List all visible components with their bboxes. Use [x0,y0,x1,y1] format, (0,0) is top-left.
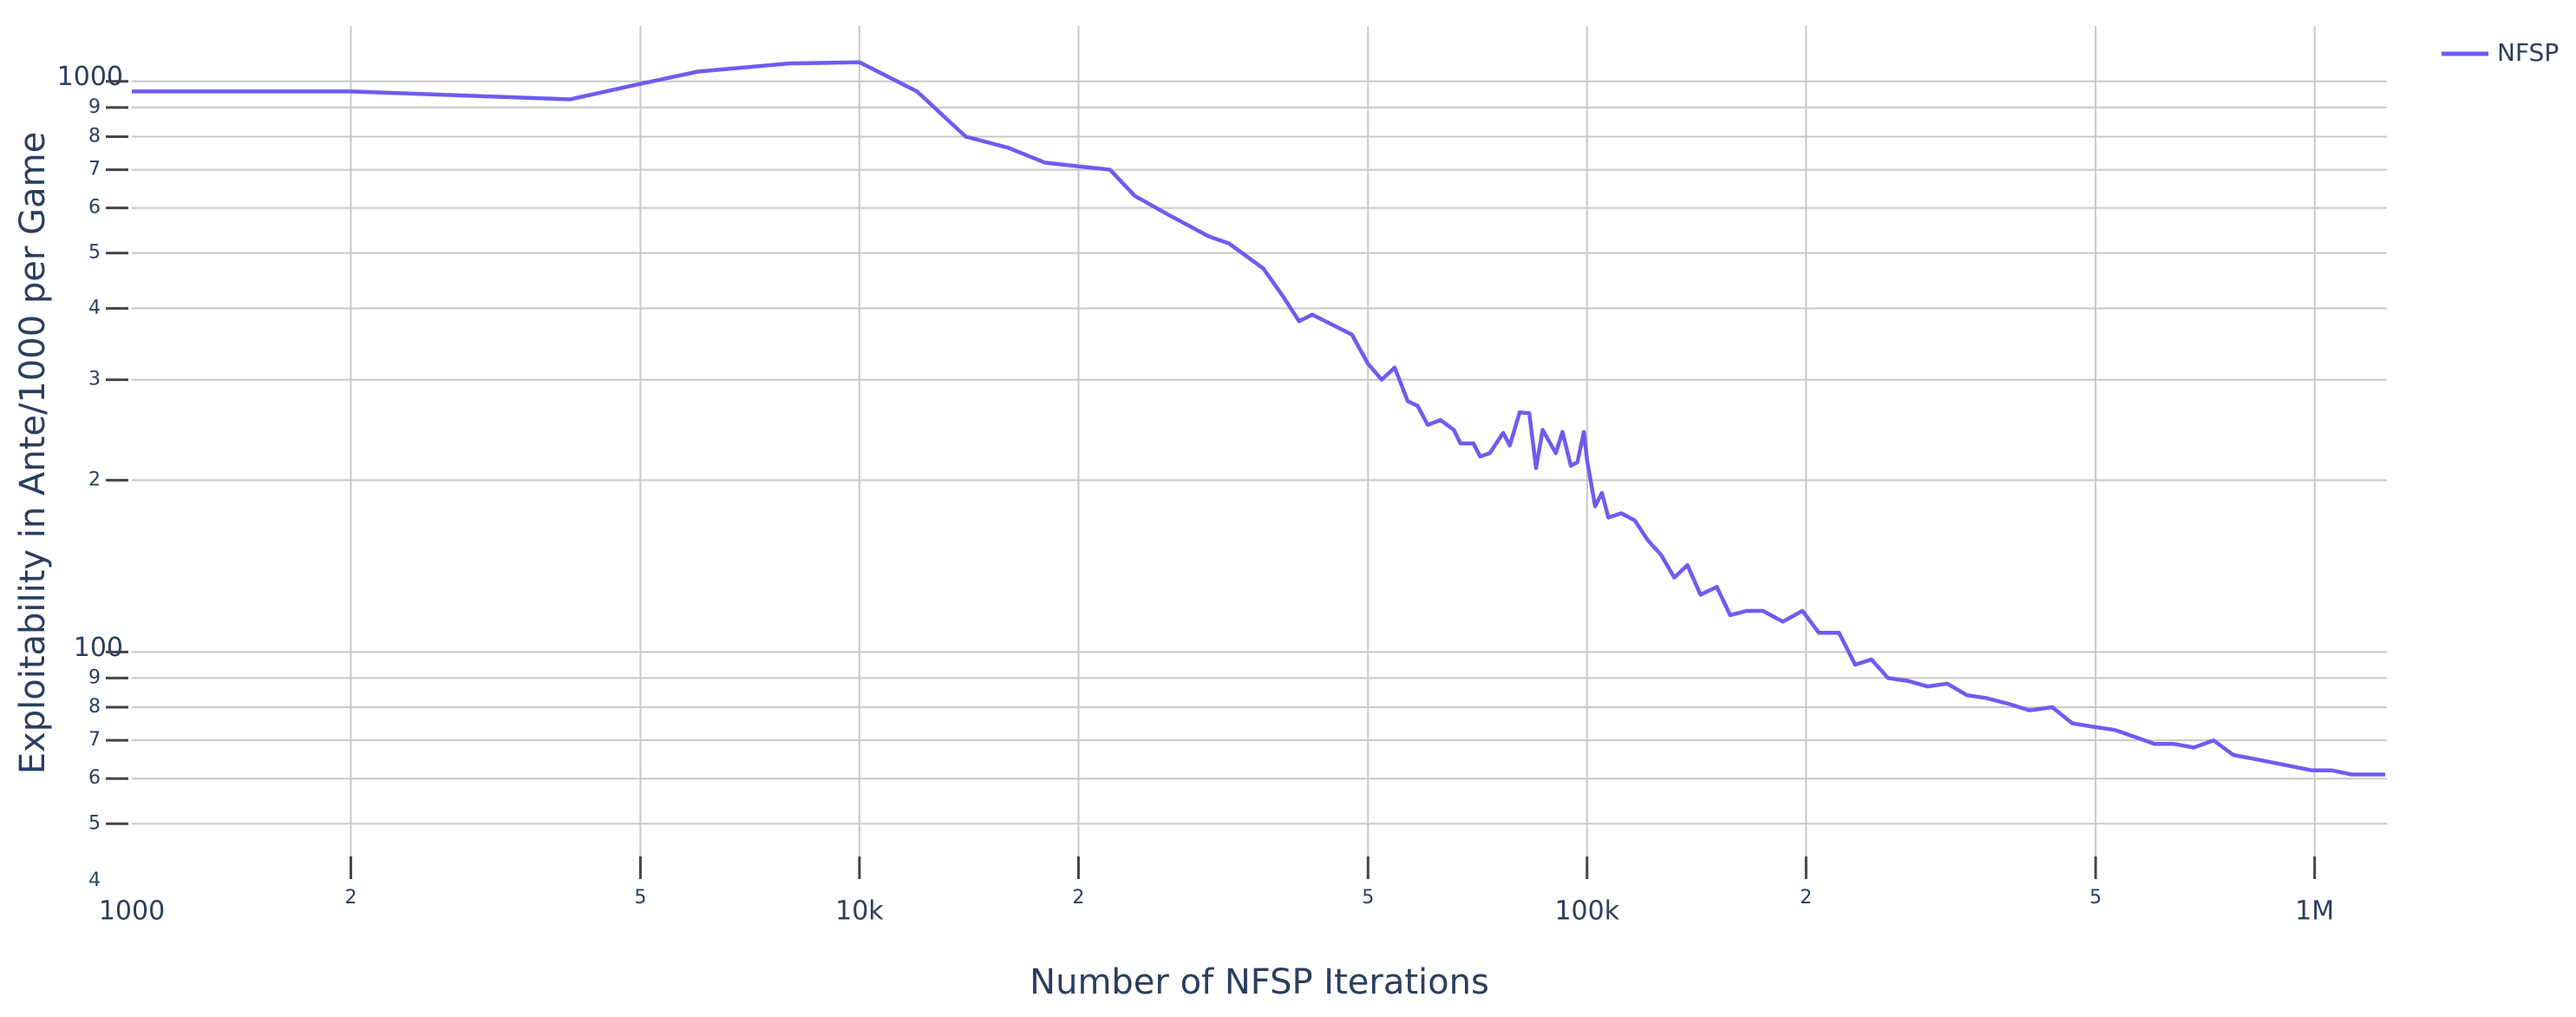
x-tick-label: 5 [1362,887,1374,909]
y-tick-label: 2 [88,469,101,490]
y-tick-label: 9 [88,96,101,118]
y-tick-label: 7 [88,159,101,180]
x-tick-label: 1000 [99,896,165,927]
x-tick-label: 100k [1554,896,1619,927]
x-tick-label: 5 [634,887,646,909]
legend-label: NFSP [2497,38,2559,67]
x-tick-label: 2 [1072,887,1084,909]
y-tick-label: 6 [88,767,101,789]
y-tick-label: 4 [88,297,101,318]
y-tick-label: 6 [88,197,101,219]
x-tick-label: 10k [835,896,884,927]
y-tick-label: 8 [88,696,101,718]
y-tick-label: 1000 [57,62,123,92]
y-tick-label: 4 [88,869,101,891]
y-tick-label: 5 [88,242,101,264]
y-tick-label: 7 [88,729,101,751]
x-tick-label: 5 [2089,887,2102,909]
y-tick-label: 5 [88,812,101,834]
legend: NFSP [2442,38,2559,67]
y-tick-label: 3 [88,369,101,390]
x-tick-label: 1M [2295,896,2334,927]
y-tick-label: 100 [74,633,123,663]
y-tick-label: 8 [88,125,101,147]
x-tick-label: 2 [1800,887,1812,909]
x-axis-title: Number of NFSP Iterations [1030,962,1489,1002]
y-tick-label: 9 [88,666,101,688]
series-line [132,60,2385,777]
y-axis-title: Exploitability in Ante/1000 per Game [13,132,53,774]
x-tick-label: 2 [345,887,357,909]
grid [132,26,2387,879]
